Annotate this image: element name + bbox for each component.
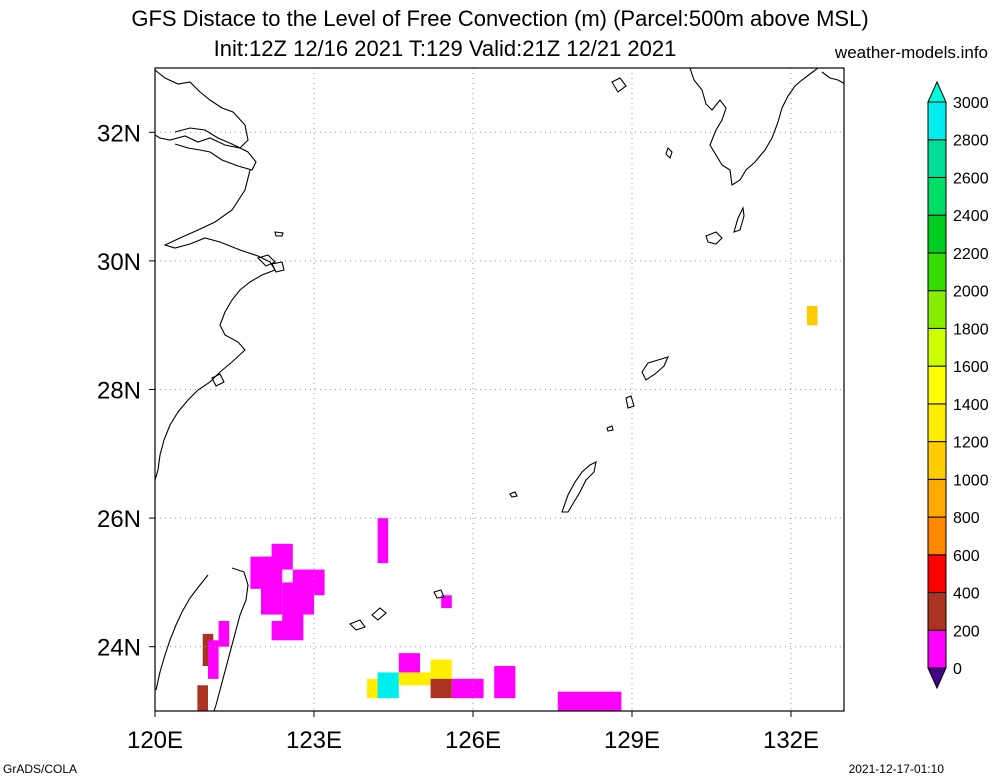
colorbar-label: 400: [953, 586, 980, 603]
field-cell-16: [398, 653, 420, 673]
colorbar-segment-9: [927, 290, 947, 329]
lon-tick-label: 129E: [604, 727, 660, 754]
field-cell-21: [557, 691, 579, 711]
island-okinoerabu: [606, 425, 614, 432]
colorbar-label: 1800: [953, 321, 989, 338]
field-cell-5: [303, 569, 325, 596]
field-cell-2: [271, 543, 293, 570]
colorbar: 0 200 400 600 800 1000 1200 1400 1600 1800 2000 220…: [927, 80, 989, 690]
map-subtitle: Init:12Z 12/16 2021 T:129 Valid:21Z 12/2…: [213, 36, 677, 61]
lon-tick-label: 123E: [286, 727, 342, 754]
colorbar-label: 2200: [953, 246, 989, 263]
field-cell-19: [451, 678, 484, 699]
island-koshiki: [665, 146, 673, 160]
island-yakushima: [705, 231, 723, 245]
island-okinawa: [561, 461, 597, 513]
colorbar-label: 600: [953, 548, 980, 565]
colorbar-label: 800: [953, 510, 980, 527]
colorbar-segment-12: [927, 176, 947, 216]
colorbar-segment-8: [927, 327, 947, 367]
field-cell-23: [806, 305, 818, 326]
colorbar-segment-7: [927, 365, 947, 405]
axis-layer: 120E 123E 126E 129E 132E 24N 26N 28N 30N 32N: [97, 67, 845, 754]
coastline-china-south: [155, 169, 276, 481]
field-cell-1: [261, 556, 283, 615]
colorbar-label: 1200: [953, 435, 989, 452]
island-iriomote: [371, 607, 387, 621]
island-tsushima: [821, 71, 844, 85]
footer-credit: GrADS/COLA: [3, 762, 78, 776]
lon-tick-label: 132E: [763, 727, 819, 754]
colorbar-label: 3000: [953, 95, 989, 112]
lat-tick-label: 26N: [97, 506, 141, 533]
island-kume: [509, 491, 518, 498]
coastline-china-estuary: [174, 127, 257, 171]
colorbar-label: 2600: [953, 170, 989, 187]
colorbar-label: 1400: [953, 397, 989, 414]
lat-tick-label: 28N: [97, 378, 141, 405]
field-cell-8: [441, 595, 452, 609]
coastline-layer: [155, 68, 844, 711]
colorbar-high-triangle: [927, 80, 947, 103]
colorbar-label: 2800: [953, 133, 989, 150]
colorbar-label: 200: [953, 623, 980, 640]
colorbar-segment-4: [927, 478, 947, 518]
map-title: GFS Distace to the Level of Free Convect…: [131, 6, 869, 31]
island-zhoushan-2: [271, 261, 285, 273]
colorbar-segment-13: [927, 139, 947, 178]
lat-tick-label: 32N: [97, 120, 141, 147]
field-cell-22: [579, 691, 622, 711]
coastline-kyushu: [689, 68, 819, 186]
colorbar-label: 2000: [953, 284, 989, 301]
colorbar-label: 1000: [953, 472, 989, 489]
field-cell-18: [430, 678, 452, 699]
colorbar-segment-5: [927, 441, 947, 480]
colorbar-segment-0: [927, 629, 947, 669]
grid-layer: [154, 68, 844, 711]
field-layer: [197, 305, 818, 711]
field-cell-11: [208, 640, 219, 679]
lon-tick-label: 126E: [445, 727, 501, 754]
island-coastal: [274, 231, 284, 237]
colorbar-segment-6: [927, 403, 947, 443]
field-cell-7: [377, 518, 389, 564]
field-cell-20: [494, 665, 516, 699]
field-cell-9: [218, 620, 230, 647]
island-miyako: [433, 589, 445, 599]
island-amami: [641, 356, 669, 381]
field-cell-12: [197, 685, 208, 711]
colorbar-label: 0: [953, 661, 962, 678]
colorbar-segment-10: [927, 252, 947, 292]
lon-tick-label: 120E: [127, 727, 183, 754]
colorbar-segment-3: [927, 516, 947, 556]
footer-timestamp: 2021-12-17-01:10: [848, 762, 944, 776]
colorbar-segment-11: [927, 214, 947, 254]
colorbar-label: 1600: [953, 359, 989, 376]
field-cell-6: [271, 620, 304, 641]
island-tokunoshima: [625, 395, 635, 409]
field-cell-15: [398, 672, 431, 686]
colorbar-label: 2400: [953, 208, 989, 225]
lat-tick-label: 24N: [97, 635, 141, 662]
colorbar-segment-1: [927, 592, 947, 631]
island-zhoushan-1: [256, 254, 276, 267]
lat-tick-label: 30N: [97, 249, 141, 276]
island-tanegashima: [733, 206, 745, 233]
colorbar-low-triangle: [927, 667, 947, 690]
island-goto: [611, 77, 627, 93]
island-yonaguni: [349, 619, 366, 631]
field-cell-14: [377, 672, 399, 699]
colorbar-segment-2: [927, 554, 947, 594]
coastline-taiwan: [155, 567, 249, 711]
coastline-china: [155, 69, 249, 149]
island-coast-small: [211, 373, 225, 387]
colorbar-segment-14: [927, 101, 947, 141]
site-credit: weather-models.info: [834, 43, 988, 62]
